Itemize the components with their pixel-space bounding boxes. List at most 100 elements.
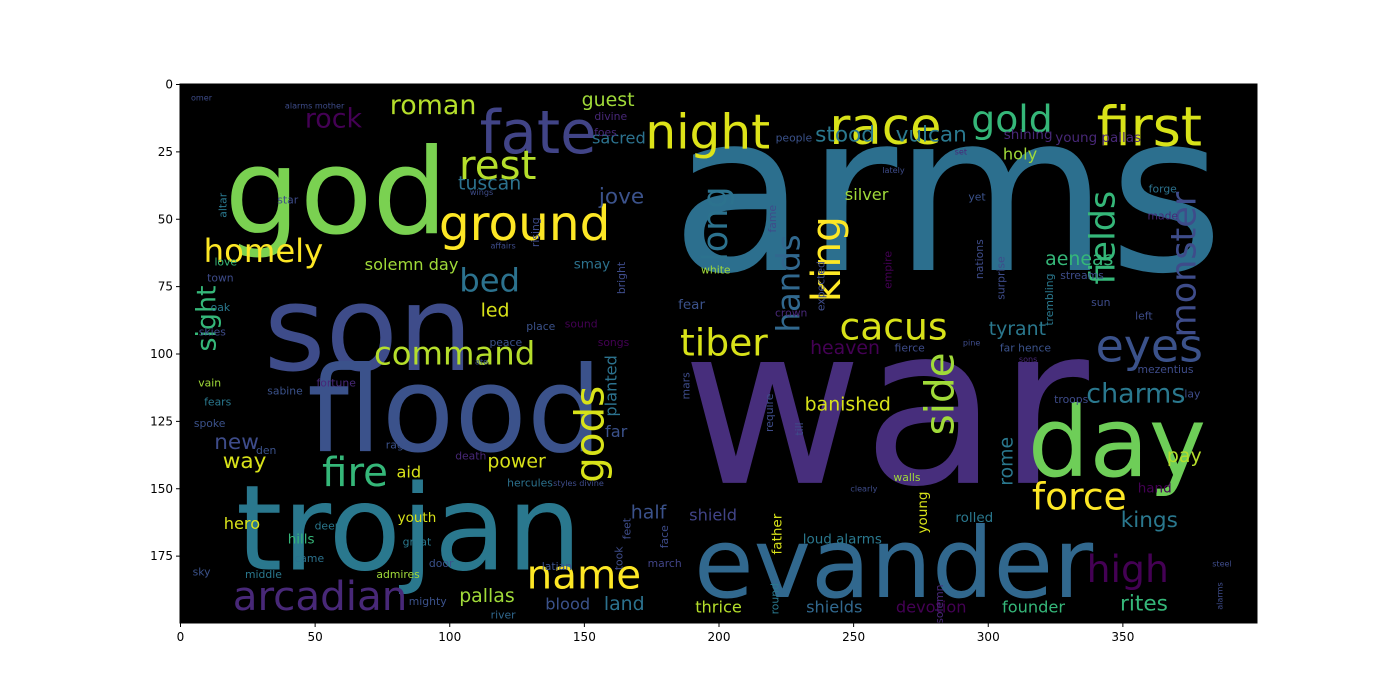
word-sons: sons <box>1019 354 1038 364</box>
word-night: night <box>645 105 770 161</box>
word-feet: feet <box>620 518 633 539</box>
word-spoke: spoke <box>194 417 226 430</box>
word-white: white <box>701 263 731 276</box>
word-aid: aid <box>397 463 422 482</box>
word-day: day <box>1028 386 1206 499</box>
word-troops: troops <box>1054 393 1088 406</box>
word-styles-divine: styles divine <box>553 478 604 488</box>
word-charms: charms <box>1086 378 1185 409</box>
word-gold: gold <box>971 97 1052 141</box>
y-tick-label: 100 <box>150 347 173 361</box>
word-fields: fields <box>1084 191 1124 285</box>
word-skies: skies <box>199 325 227 338</box>
word-half: half <box>631 502 668 524</box>
word-streams: streams <box>1060 269 1104 282</box>
word-great: great <box>403 536 432 549</box>
word-expected: expected <box>814 261 827 311</box>
word-ground: ground <box>439 196 611 252</box>
word-force: force <box>1032 474 1127 518</box>
wordcloud-image-background <box>180 84 1257 623</box>
word-trembling: trembling <box>1043 274 1056 326</box>
word-rising: rising <box>529 217 542 247</box>
y-tick-label: 150 <box>150 482 173 496</box>
word-fears: fears <box>204 396 231 409</box>
word-den: den <box>256 444 276 457</box>
word-father: father <box>770 513 786 554</box>
word-set: set <box>955 146 967 156</box>
word-founder: founder <box>1002 597 1065 616</box>
word-forge: forge <box>1149 183 1178 196</box>
word-thrice: thrice <box>695 597 742 616</box>
word-lately: lately <box>882 165 905 175</box>
word-death: death <box>455 449 486 462</box>
word-young: young <box>915 492 931 534</box>
word-mars: mars <box>680 372 693 400</box>
word-war: war <box>682 279 1089 536</box>
word-youth: youth <box>398 510 437 526</box>
word-cacus: cacus <box>839 305 947 349</box>
word-mighty: mighty <box>409 595 447 608</box>
word-trojan: trojan <box>236 460 582 598</box>
word-fire: fire <box>322 448 388 496</box>
word-side: side <box>915 353 963 436</box>
word-guest: guest <box>582 89 635 111</box>
word-arms: arms <box>671 66 1224 323</box>
word-took: took <box>612 546 625 570</box>
word-led: led <box>481 299 510 321</box>
word-hero: hero <box>224 514 261 533</box>
word-rock: rock <box>305 104 363 135</box>
x-tick-label: 350 <box>1111 630 1134 644</box>
word-yet: yet <box>968 191 985 204</box>
word-songs: songs <box>598 336 630 349</box>
word-smay: smay <box>574 257 610 273</box>
word-rolled: rolled <box>955 510 993 526</box>
x-tick-label: 50 <box>307 630 322 644</box>
word-monster: monster <box>1164 191 1204 337</box>
y-tick-label: 0 <box>165 78 173 92</box>
word-admires: admires <box>376 568 420 581</box>
word-deep: deep <box>315 519 342 532</box>
word-tyrant: tyrant <box>989 318 1046 340</box>
word-nations: nations <box>973 239 986 279</box>
word-gods: gods <box>565 386 613 483</box>
x-tick-label: 200 <box>708 630 731 644</box>
word-banished: banished <box>805 394 891 416</box>
x-tick-label: 300 <box>977 630 1000 644</box>
word-vain: vain <box>198 377 221 390</box>
word-sacred: sacred <box>592 128 646 147</box>
y-tick-label: 75 <box>158 280 173 294</box>
word-clearly: clearly <box>850 483 877 493</box>
y-tick-label: 125 <box>150 414 173 428</box>
word-race: race <box>829 97 941 157</box>
word-pay: pay <box>1167 445 1202 467</box>
word-rites: rites <box>1120 592 1168 617</box>
word-mezentius: mezentius <box>1137 363 1193 376</box>
x-axis: 0 50 100 150 200 250 300 350 <box>177 623 1134 644</box>
word-tiber: tiber <box>680 321 768 365</box>
word-sound: sound <box>565 317 598 330</box>
word-march: march <box>648 557 682 570</box>
word-town: town <box>207 272 234 285</box>
y-tick-label: 50 <box>158 212 173 226</box>
word-new: new <box>214 430 259 455</box>
word-rage: rage <box>386 439 411 452</box>
y-tick-label: 175 <box>150 549 173 563</box>
word-shield: shield <box>689 506 737 525</box>
word-empire: empire <box>882 251 895 289</box>
word-evander: evander <box>694 507 1093 620</box>
word-roman: roman <box>390 90 477 121</box>
word-lay: lay <box>1184 387 1201 400</box>
word-arcadian: arcadian <box>233 572 408 620</box>
word-fear: fear <box>678 297 705 313</box>
word-homely: homely <box>204 232 324 270</box>
x-tick-label: 150 <box>573 630 596 644</box>
word-vulcan: vulcan <box>896 123 967 148</box>
word-star: star <box>277 193 298 206</box>
word-far: far <box>605 422 628 441</box>
x-tick-label: 100 <box>438 630 461 644</box>
word-ate: ate <box>475 357 488 367</box>
word-eyes: eyes <box>1096 318 1203 372</box>
x-tick-label: 250 <box>842 630 865 644</box>
word-name: name <box>527 550 642 598</box>
